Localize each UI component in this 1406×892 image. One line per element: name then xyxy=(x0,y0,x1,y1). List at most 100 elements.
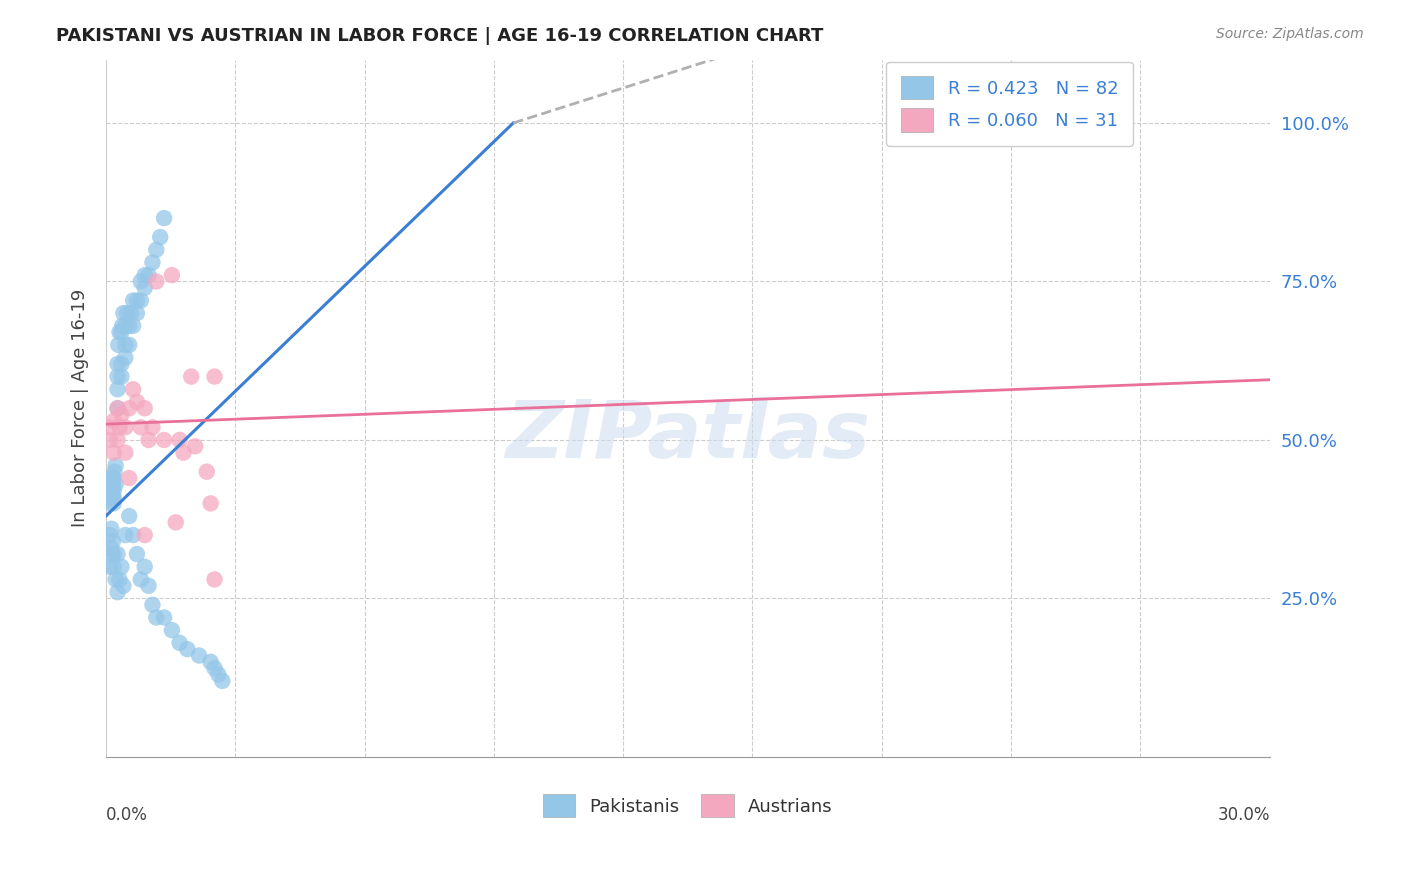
Point xyxy=(204,661,226,675)
Y-axis label: In Labor Force | Age 16-19: In Labor Force | Age 16-19 xyxy=(72,289,89,527)
Point xyxy=(114,528,136,542)
Point xyxy=(129,573,152,587)
Point xyxy=(204,573,226,587)
Text: Source: ZipAtlas.com: Source: ZipAtlas.com xyxy=(1216,27,1364,41)
Point xyxy=(107,401,129,416)
Legend: Pakistanis, Austrians: Pakistanis, Austrians xyxy=(536,787,841,824)
Point xyxy=(98,559,121,574)
Point xyxy=(101,477,124,491)
Point xyxy=(100,483,122,498)
Point xyxy=(160,623,183,637)
Point xyxy=(211,673,233,688)
Point xyxy=(200,496,222,510)
Text: PAKISTANI VS AUSTRIAN IN LABOR FORCE | AGE 16-19 CORRELATION CHART: PAKISTANI VS AUSTRIAN IN LABOR FORCE | A… xyxy=(56,27,824,45)
Point xyxy=(118,509,141,524)
Point xyxy=(98,483,121,498)
Point xyxy=(110,369,132,384)
Point xyxy=(117,306,139,320)
Point xyxy=(103,490,125,504)
Point xyxy=(118,471,141,485)
Point xyxy=(103,483,125,498)
Point xyxy=(112,306,135,320)
Point xyxy=(180,369,202,384)
Point xyxy=(184,439,207,453)
Point xyxy=(122,293,145,308)
Point xyxy=(129,420,152,434)
Point xyxy=(112,579,135,593)
Point xyxy=(110,408,132,422)
Point xyxy=(134,281,156,295)
Point xyxy=(149,230,172,244)
Point xyxy=(145,243,167,257)
Point xyxy=(104,458,127,473)
Point xyxy=(101,490,124,504)
Point xyxy=(101,471,124,485)
Point xyxy=(110,559,132,574)
Point xyxy=(110,325,132,339)
Point xyxy=(108,420,131,434)
Text: 30.0%: 30.0% xyxy=(1218,805,1270,824)
Point xyxy=(103,445,125,459)
Point xyxy=(118,401,141,416)
Point xyxy=(114,351,136,365)
Point xyxy=(101,483,124,498)
Point xyxy=(200,655,222,669)
Point xyxy=(107,585,129,599)
Point xyxy=(134,528,156,542)
Point xyxy=(153,610,176,624)
Point xyxy=(98,528,121,542)
Point xyxy=(104,573,127,587)
Point xyxy=(118,338,141,352)
Point xyxy=(103,414,125,428)
Point xyxy=(125,547,148,561)
Point xyxy=(122,382,145,396)
Point xyxy=(103,465,125,479)
Point xyxy=(100,490,122,504)
Point xyxy=(129,293,152,308)
Point xyxy=(100,471,122,485)
Point xyxy=(176,642,198,657)
Point xyxy=(107,369,129,384)
Point xyxy=(110,357,132,371)
Text: 0.0%: 0.0% xyxy=(105,805,148,824)
Point xyxy=(145,275,167,289)
Point xyxy=(141,420,163,434)
Point xyxy=(125,306,148,320)
Point xyxy=(107,547,129,561)
Point xyxy=(173,445,195,459)
Point xyxy=(129,275,152,289)
Point xyxy=(98,490,121,504)
Point xyxy=(107,357,129,371)
Point xyxy=(108,325,131,339)
Point xyxy=(114,338,136,352)
Point xyxy=(98,477,121,491)
Point xyxy=(134,559,156,574)
Point xyxy=(114,445,136,459)
Point xyxy=(104,477,127,491)
Point xyxy=(107,401,129,416)
Point xyxy=(100,477,122,491)
Point xyxy=(100,541,122,555)
Point xyxy=(114,420,136,434)
Point xyxy=(160,268,183,282)
Point xyxy=(207,667,229,681)
Point xyxy=(103,559,125,574)
Point xyxy=(125,293,148,308)
Point xyxy=(122,528,145,542)
Point xyxy=(101,547,124,561)
Point xyxy=(107,382,129,396)
Point xyxy=(108,573,131,587)
Point xyxy=(103,496,125,510)
Point xyxy=(204,369,226,384)
Point xyxy=(107,338,129,352)
Point xyxy=(134,268,156,282)
Point xyxy=(165,516,187,530)
Point xyxy=(120,306,142,320)
Point xyxy=(138,268,160,282)
Point xyxy=(114,318,136,333)
Point xyxy=(134,401,156,416)
Point xyxy=(100,522,122,536)
Point xyxy=(138,579,160,593)
Point xyxy=(125,395,148,409)
Point xyxy=(141,598,163,612)
